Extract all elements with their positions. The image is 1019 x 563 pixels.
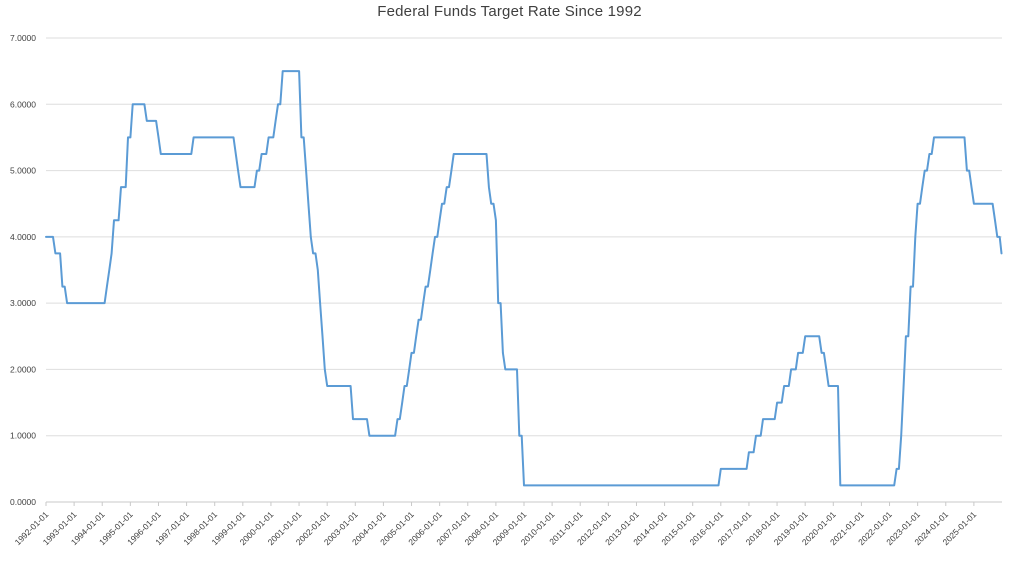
y-axis-label: 0.0000: [10, 497, 36, 507]
y-axis-label: 2.0000: [10, 364, 36, 374]
rate-line-series: [45, 70, 1003, 487]
y-axis-label: 7.0000: [10, 33, 36, 43]
y-axis-label: 4.0000: [10, 232, 36, 242]
y-axis-label: 5.0000: [10, 166, 36, 176]
y-axis-label: 1.0000: [10, 431, 36, 441]
chart-title: Federal Funds Target Rate Since 1992: [377, 3, 642, 20]
y-axis-label: 3.0000: [10, 298, 36, 308]
y-axis-label: 6.0000: [10, 99, 36, 109]
